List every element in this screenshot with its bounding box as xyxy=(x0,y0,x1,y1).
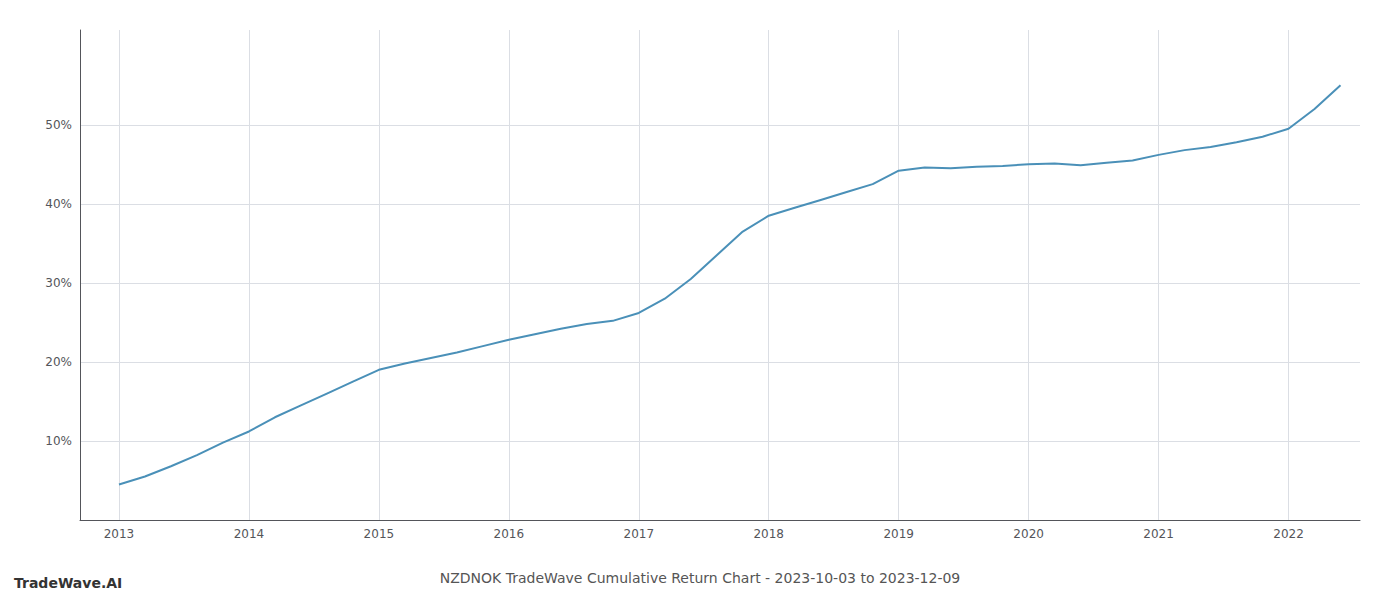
svg-text:40%: 40% xyxy=(45,197,72,211)
svg-text:2014: 2014 xyxy=(234,527,265,541)
svg-text:2017: 2017 xyxy=(624,527,655,541)
svg-text:2013: 2013 xyxy=(104,527,135,541)
svg-text:2018: 2018 xyxy=(753,527,784,541)
svg-text:2016: 2016 xyxy=(494,527,525,541)
svg-text:50%: 50% xyxy=(45,118,72,132)
svg-text:10%: 10% xyxy=(45,434,72,448)
svg-text:TradeWave.AI: TradeWave.AI xyxy=(14,575,122,591)
svg-text:2015: 2015 xyxy=(364,527,395,541)
svg-text:NZDNOK TradeWave Cumulative Re: NZDNOK TradeWave Cumulative Return Chart… xyxy=(440,570,961,586)
svg-text:2020: 2020 xyxy=(1013,527,1044,541)
svg-text:30%: 30% xyxy=(45,276,72,290)
svg-text:20%: 20% xyxy=(45,355,72,369)
svg-text:2022: 2022 xyxy=(1273,527,1304,541)
svg-text:2021: 2021 xyxy=(1143,527,1174,541)
svg-text:2019: 2019 xyxy=(883,527,914,541)
